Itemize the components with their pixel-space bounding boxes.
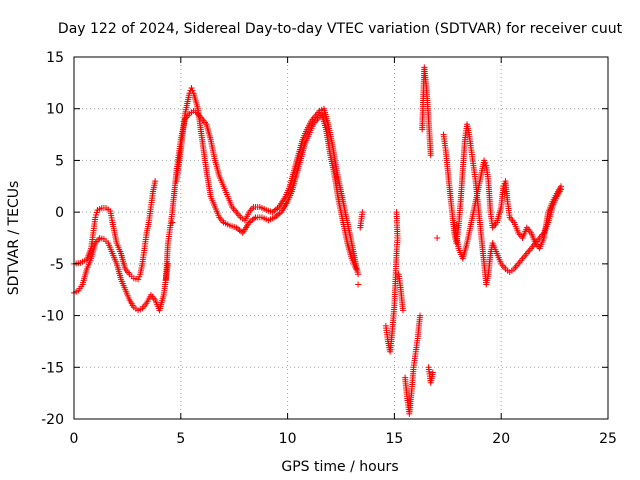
- y-tick-label: 5: [55, 153, 64, 169]
- y-tick-label: 15: [46, 50, 64, 66]
- y-tick-label: 10: [46, 102, 64, 118]
- data-point: [152, 178, 159, 185]
- data-point: [429, 369, 436, 376]
- series-track-b: [71, 85, 359, 314]
- data-point: [481, 157, 488, 164]
- data-point: [393, 209, 400, 216]
- data-point: [399, 307, 406, 314]
- series-track-c: [162, 105, 362, 283]
- x-axis-label: GPS time / hours: [281, 459, 398, 475]
- data-point: [434, 235, 441, 241]
- y-tick-label: -10: [41, 309, 64, 325]
- y-tick-label: -15: [41, 360, 64, 376]
- data-point: [500, 183, 507, 190]
- data-point: [355, 281, 362, 288]
- series-track-e: [440, 121, 565, 288]
- y-tick-label: 0: [55, 205, 64, 221]
- data-point: [135, 276, 142, 283]
- y-tick-label: -20: [41, 412, 64, 428]
- data-point: [164, 260, 171, 267]
- x-tick-label: 0: [70, 431, 79, 447]
- series-track-f: [451, 157, 565, 262]
- data-point: [417, 312, 424, 319]
- axis-ticks: 0 5 10 15 20 25 -20 -15 -10 -5 0 5 10 15: [41, 50, 617, 447]
- x-tick-label: 25: [599, 431, 617, 447]
- data-point: [188, 85, 195, 92]
- data-point: [359, 209, 366, 216]
- data-point: [558, 183, 565, 190]
- series-track-a: [71, 178, 159, 283]
- y-tick-label: -5: [50, 257, 64, 273]
- plot-frame: [73, 56, 609, 420]
- x-tick-label: 15: [385, 431, 403, 447]
- data-points: [71, 64, 565, 417]
- data-point: [482, 160, 489, 167]
- grid-lines: [74, 57, 608, 419]
- data-point: [427, 152, 434, 159]
- data-point: [189, 87, 196, 94]
- x-tick-label: 5: [176, 431, 185, 447]
- chart-title: Day 122 of 2024, Sidereal Day-to-day VTE…: [58, 21, 623, 37]
- series-track-d: [355, 64, 441, 417]
- data-point: [136, 273, 143, 280]
- data-point: [355, 271, 362, 278]
- y-axis-label: SDTVAR / TECUs: [6, 181, 22, 296]
- x-tick-label: 10: [279, 431, 297, 447]
- x-tick-label: 20: [492, 431, 510, 447]
